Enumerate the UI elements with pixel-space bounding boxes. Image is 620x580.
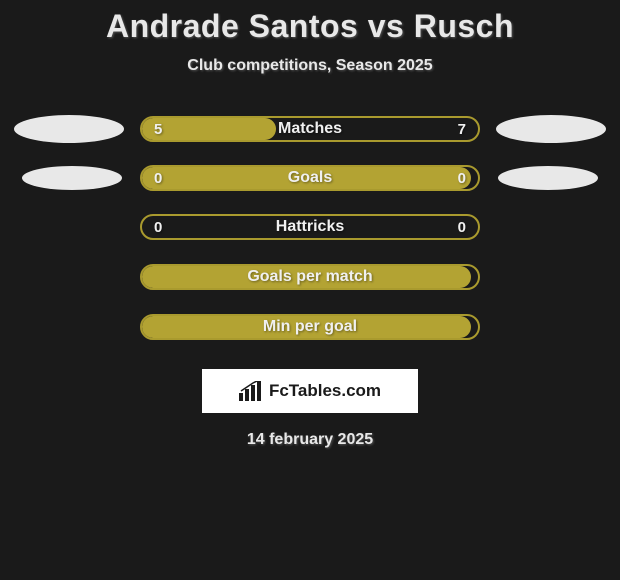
stats-rows: Matches 5 7 Goals 0 0 Hattricks 0 0 Goals per mat… (0, 115, 620, 363)
stat-label: Hattricks (276, 218, 344, 236)
stat-label: Matches (278, 120, 342, 138)
logo-box: FcTables.com (202, 369, 418, 413)
stat-value-left: 5 (154, 121, 162, 138)
player-left-ellipse (14, 115, 124, 143)
player-right-ellipse (498, 166, 598, 190)
player-right-ellipse (496, 115, 606, 143)
stat-value-left: 0 (154, 219, 162, 236)
stat-bar: Matches 5 7 (140, 116, 480, 142)
stat-label: Min per goal (263, 318, 357, 336)
stat-value-right: 0 (458, 170, 466, 187)
comparison-infographic: Andrade Santos vs Rusch Club competition… (0, 0, 620, 449)
stat-bar: Hattricks 0 0 (140, 214, 480, 240)
stat-label: Goals (288, 169, 332, 187)
stat-bar: Min per goal (140, 314, 480, 340)
stat-row: Min per goal (0, 313, 620, 341)
stat-row: Hattricks 0 0 (0, 213, 620, 241)
stat-label: Goals per match (247, 268, 372, 286)
logo-text: FcTables.com (269, 381, 381, 401)
stat-row: Goals 0 0 (0, 165, 620, 191)
bar-chart-icon (239, 381, 263, 401)
stat-value-right: 7 (458, 121, 466, 138)
player-left-ellipse (22, 166, 122, 190)
date-text: 14 february 2025 (247, 431, 373, 449)
stat-bar: Goals per match (140, 264, 480, 290)
stat-value-right: 0 (458, 219, 466, 236)
stat-bar: Goals 0 0 (140, 165, 480, 191)
page-title: Andrade Santos vs Rusch (106, 8, 514, 45)
stat-row: Matches 5 7 (0, 115, 620, 143)
stat-value-left: 0 (154, 170, 162, 187)
page-subtitle: Club competitions, Season 2025 (187, 57, 432, 75)
stat-row: Goals per match (0, 263, 620, 291)
